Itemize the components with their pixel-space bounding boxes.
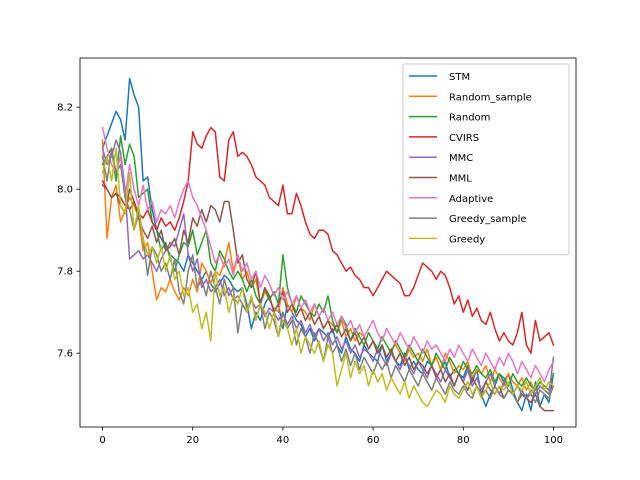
y-tick-label: 8.2 [57, 103, 73, 114]
legend-box [402, 63, 570, 256]
series-line-mmc [101, 139, 555, 400]
legend-label-greedy: Greedy [449, 234, 485, 245]
y-axis: 7.6 7.8 8.0 8.2 [57, 103, 80, 360]
x-tick-label: 100 [544, 435, 563, 446]
legend-label-random: Random [449, 113, 490, 124]
x-tick-label: 60 [367, 435, 380, 446]
series-line-greedy [101, 147, 555, 408]
legend-label-adaptive: Adaptive [449, 194, 493, 205]
legend-label-greedy-sample: Greedy_sample [449, 214, 527, 225]
x-tick-label: 20 [186, 435, 199, 446]
plot-frame [79, 57, 577, 428]
legend-label-random-sample: Random_sample [449, 92, 532, 103]
legend-label-mmc: MMC [449, 153, 473, 164]
series-line-adaptive [101, 126, 555, 383]
x-tick-label: 40 [277, 435, 290, 446]
series-layer [101, 77, 555, 412]
series-line-random [101, 135, 555, 391]
y-tick-label: 7.6 [57, 349, 73, 360]
legend: STM Random_sample Random CVIRS MMC MML Adaptiv… [402, 63, 570, 256]
x-tick-label: 0 [99, 435, 105, 446]
legend-label-cvirs: CVIRS [449, 133, 479, 144]
y-tick-label: 7.8 [57, 267, 73, 278]
legend-label-mml: MML [449, 174, 472, 185]
series-line-cvirs [101, 126, 555, 354]
x-axis: 0 20 40 60 80 100 [99, 427, 563, 446]
legend-label-stm: STM [449, 72, 470, 83]
y-tick-label: 8.0 [57, 185, 73, 196]
x-tick-label: 80 [457, 435, 470, 446]
